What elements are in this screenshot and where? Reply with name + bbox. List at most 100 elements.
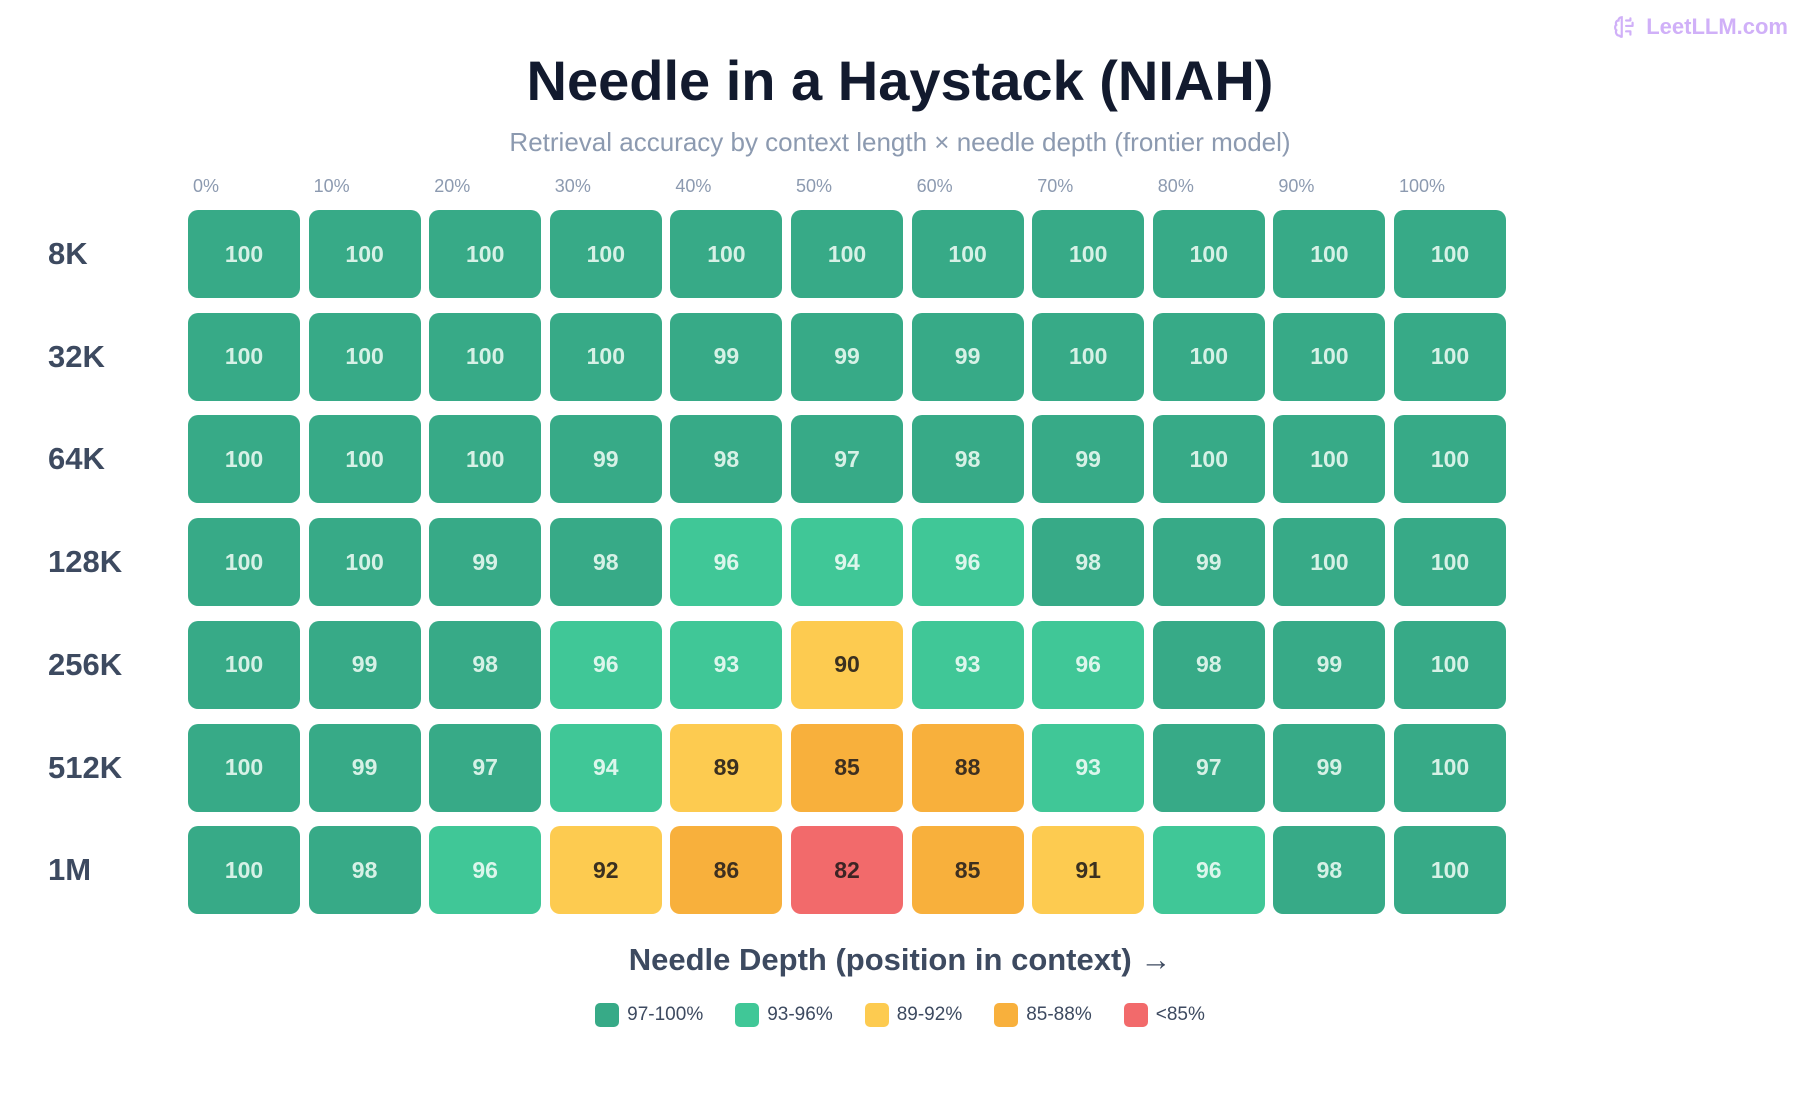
legend-swatch [864, 1003, 889, 1027]
heatmap-cell: 93 [1032, 723, 1145, 812]
heatmap-cell: 98 [670, 415, 783, 504]
heatmap-cell: 100 [1394, 415, 1506, 504]
heatmap-cell: 99 [1273, 620, 1386, 709]
column-label: 90% [1278, 176, 1315, 196]
heatmap-cell: 100 [1394, 518, 1506, 607]
column-label: 40% [675, 176, 712, 196]
heatmap-cell: 100 [429, 415, 542, 504]
heatmap-cell: 98 [308, 826, 421, 915]
column-label: 80% [1157, 176, 1194, 196]
legend-swatch [1123, 1003, 1148, 1027]
column-label: 60% [916, 176, 953, 196]
heatmap-cell: 100 [188, 415, 300, 504]
heatmap-cell: 100 [188, 620, 300, 709]
column-label: 100% [1399, 176, 1446, 196]
heatmap-cell: 100 [188, 210, 300, 298]
heatmap-cell: 96 [911, 518, 1024, 607]
heatmap-cell: 85 [791, 723, 903, 812]
heatmap-cell: 100 [549, 210, 662, 298]
heatmap-cell: 100 [1273, 518, 1386, 607]
heatmap-cell: 100 [1273, 415, 1386, 504]
legend-item: 85-88% [994, 1003, 1092, 1027]
heatmap-cell: 100 [1152, 312, 1265, 401]
heatmap-cell: 99 [429, 518, 542, 607]
heatmap-cell: 99 [1273, 723, 1386, 812]
heatmap-cell: 98 [911, 415, 1024, 504]
brand-logo: LeetLLM.com [1612, 14, 1788, 40]
heatmap-cell: 96 [1152, 826, 1265, 915]
heatmap-cell: 100 [1273, 210, 1386, 298]
legend-item: 97-100% [595, 1003, 703, 1027]
legend-label: 93-96% [767, 1004, 833, 1025]
heatmap-cell: 85 [911, 826, 1024, 915]
heatmap-cell: 89 [670, 723, 783, 812]
heatmap-cell: 97 [429, 723, 542, 812]
legend-swatch [994, 1003, 1019, 1027]
heatmap-cell: 100 [1394, 620, 1506, 709]
heatmap-cell: 91 [1032, 826, 1145, 915]
row-label: 32K [48, 338, 105, 374]
heatmap-cell: 100 [429, 312, 542, 401]
heatmap-cell: 100 [1152, 415, 1265, 504]
row-label: 1M [48, 852, 92, 888]
heatmap-cell: 100 [429, 210, 542, 298]
heatmap-cell: 97 [1152, 723, 1265, 812]
heatmap-cell: 99 [308, 723, 421, 812]
heatmap-cell: 100 [1273, 312, 1386, 401]
heatmap-cell: 100 [549, 312, 662, 401]
heatmap-cell: 99 [1152, 518, 1265, 607]
brain-icon [1614, 16, 1634, 38]
row-label: 128K [48, 544, 123, 580]
heatmap-cell: 92 [549, 826, 662, 915]
heatmap-cell: 98 [1032, 518, 1145, 607]
heatmap-cell: 99 [549, 415, 662, 504]
chart-title: Needle in a Haystack (NIAH) [526, 49, 1274, 112]
heatmap-cell: 100 [188, 826, 300, 915]
heatmap-cell: 97 [791, 415, 903, 504]
heatmap-cell: 99 [670, 312, 783, 401]
heatmap-cell: 98 [549, 518, 662, 607]
heatmap-cell: 100 [308, 210, 421, 298]
heatmap-cell: 100 [308, 415, 421, 504]
row-label: 512K [48, 749, 123, 785]
column-label: 0% [193, 176, 220, 196]
legend-swatch [595, 1003, 620, 1027]
heatmap-cell: 96 [549, 620, 662, 709]
heatmap-cell: 94 [791, 518, 903, 607]
heatmap-cell: 100 [1394, 723, 1506, 812]
column-label: 10% [313, 176, 350, 196]
heatmap-cell: 93 [670, 620, 783, 709]
brand-name: LeetLLM.com [1646, 14, 1788, 39]
legend-swatch [735, 1003, 760, 1027]
legend: 97-100% 93-96% 89-92% 85-88% <85% [0, 1003, 1800, 1027]
heatmap-cell: 98 [1273, 826, 1386, 915]
legend-item: 93-96% [735, 1003, 833, 1027]
heatmap-cell: 94 [549, 723, 662, 812]
heatmap-cell: 100 [670, 210, 783, 298]
heatmap-cell: 100 [188, 518, 300, 607]
column-label: 70% [1037, 176, 1074, 196]
heatmap-cell: 96 [670, 518, 783, 607]
heatmap-cell: 100 [1394, 312, 1506, 401]
heatmap-cell: 100 [1032, 312, 1145, 401]
legend-item: 89-92% [864, 1003, 962, 1027]
row-label: 256K [48, 646, 123, 682]
heatmap-cell: 99 [308, 620, 421, 709]
legend-item: <85% [1123, 1003, 1205, 1027]
heatmap-cell: 100 [1032, 210, 1145, 298]
x-axis-label: Needle Depth (position in context) → [628, 942, 1172, 977]
legend-label: 85-88% [1026, 1004, 1092, 1025]
column-label: 50% [796, 176, 833, 196]
heatmap-cell: 99 [911, 312, 1024, 401]
heatmap-cell: 100 [1394, 210, 1506, 298]
heatmap-cell: 99 [1032, 415, 1145, 504]
heatmap-cell: 90 [791, 620, 903, 709]
chart-subtitle: Retrieval accuracy by context length × n… [509, 127, 1291, 157]
heatmap-cell: 100 [308, 312, 421, 401]
heatmap-cell: 100 [188, 723, 300, 812]
heatmap-cell: 88 [911, 723, 1024, 812]
legend-label: 97-100% [627, 1004, 704, 1025]
heatmap-cell: 98 [1152, 620, 1265, 709]
heatmap-cell: 100 [1394, 826, 1506, 915]
heatmap-cell: 96 [1032, 620, 1145, 709]
